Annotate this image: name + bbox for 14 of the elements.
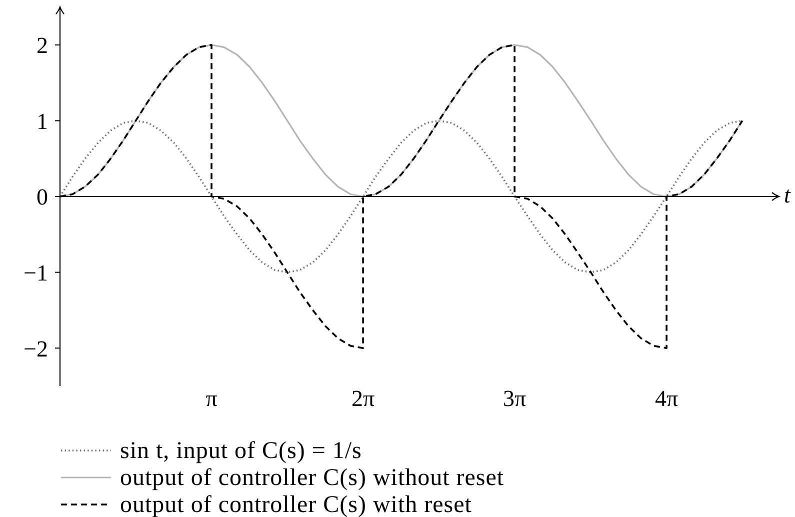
x-tick-label: 2π	[351, 386, 375, 411]
legend-label: sin t, input of C(s) = 1/s	[120, 438, 362, 464]
y-tick-label: 2	[36, 33, 48, 58]
x-axis-title: t	[784, 182, 791, 208]
legend-label: output of controller C(s) without reset	[120, 464, 504, 490]
legend-label: output of controller C(s) with reset	[120, 492, 472, 517]
x-tick-label: 4π	[655, 386, 679, 411]
y-tick-label: −1	[24, 260, 48, 286]
y-tick-label: −2	[24, 336, 48, 362]
y-tick-label: 0	[36, 184, 48, 210]
x-tick-label: 3π	[503, 386, 526, 411]
line-series	[60, 120, 744, 274]
y-tick-label: 1	[36, 108, 48, 134]
x-tick-label: π	[206, 386, 218, 411]
